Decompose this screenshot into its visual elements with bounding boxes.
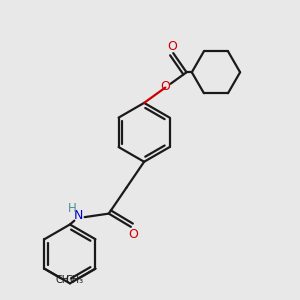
Text: O: O	[128, 228, 138, 241]
Text: N: N	[74, 209, 83, 222]
Text: H: H	[68, 202, 76, 215]
Text: O: O	[161, 80, 170, 94]
Text: O: O	[167, 40, 177, 53]
Text: CH₃: CH₃	[66, 274, 84, 285]
Text: CH₃: CH₃	[56, 274, 74, 285]
